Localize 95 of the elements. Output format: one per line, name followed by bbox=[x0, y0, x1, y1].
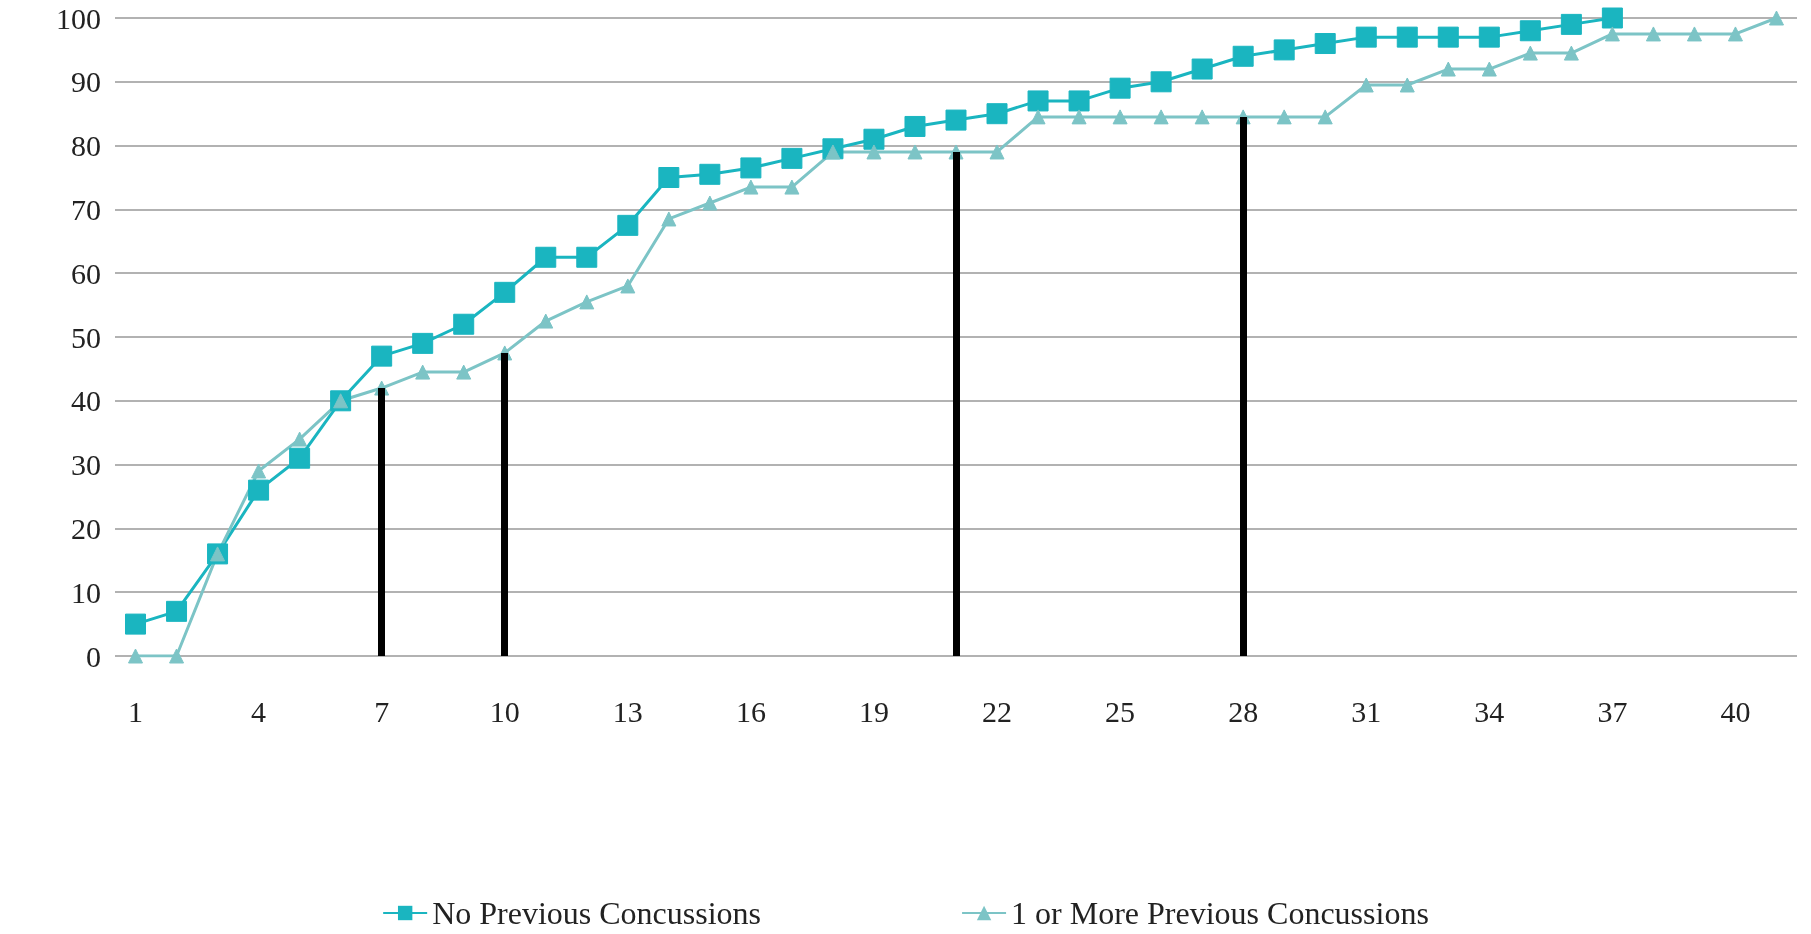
point bbox=[863, 128, 885, 150]
point bbox=[248, 479, 270, 501]
point bbox=[1686, 26, 1702, 42]
point bbox=[1563, 45, 1579, 61]
y-tick-label: 20 bbox=[71, 511, 101, 545]
y-tick-label: 40 bbox=[71, 384, 101, 418]
point bbox=[125, 613, 147, 635]
x-tick-label: 1 bbox=[128, 694, 144, 728]
y-tick-label: 60 bbox=[71, 256, 101, 290]
point bbox=[989, 144, 1005, 160]
x-tick-label: 37 bbox=[1597, 694, 1628, 728]
point bbox=[1276, 109, 1292, 125]
point bbox=[538, 313, 554, 329]
point bbox=[1727, 26, 1743, 42]
x-tick-label: 10 bbox=[489, 694, 520, 728]
point bbox=[1519, 20, 1541, 42]
point bbox=[1153, 109, 1169, 125]
point bbox=[699, 163, 721, 185]
point bbox=[169, 648, 185, 664]
point bbox=[658, 167, 680, 188]
legend-label: 1 or More Previous Concussions bbox=[1011, 895, 1429, 931]
point bbox=[1437, 26, 1459, 48]
point bbox=[1560, 13, 1582, 35]
point bbox=[1355, 26, 1377, 48]
point bbox=[784, 179, 800, 195]
point bbox=[456, 364, 472, 380]
point bbox=[617, 214, 639, 236]
point bbox=[579, 294, 595, 310]
y-tick-label: 70 bbox=[71, 192, 101, 226]
y-tick-label: 100 bbox=[56, 1, 101, 35]
point bbox=[620, 278, 636, 294]
point bbox=[1194, 109, 1210, 125]
x-tick-label: 4 bbox=[251, 694, 267, 728]
point bbox=[702, 195, 718, 211]
point bbox=[166, 600, 188, 622]
x-tick-label: 7 bbox=[374, 694, 390, 728]
point bbox=[1232, 45, 1254, 67]
point bbox=[986, 103, 1008, 125]
point bbox=[1601, 7, 1623, 29]
point bbox=[781, 147, 803, 169]
point bbox=[1440, 61, 1456, 77]
x-tick-label: 19 bbox=[858, 694, 889, 728]
point bbox=[1358, 77, 1374, 93]
point bbox=[1396, 26, 1418, 48]
y-tick-label: 0 bbox=[86, 639, 101, 673]
point bbox=[907, 144, 923, 160]
point bbox=[289, 447, 311, 469]
x-tick-label: 22 bbox=[982, 694, 1013, 728]
point bbox=[494, 281, 516, 303]
point bbox=[1273, 39, 1295, 61]
point bbox=[1481, 61, 1497, 77]
x-tick-label: 28 bbox=[1228, 694, 1259, 728]
point bbox=[1645, 26, 1661, 42]
x-tick-label: 40 bbox=[1720, 694, 1751, 728]
point bbox=[1112, 109, 1128, 125]
point bbox=[453, 313, 475, 335]
point bbox=[1768, 10, 1784, 26]
point bbox=[576, 246, 598, 268]
y-tick-label: 30 bbox=[71, 448, 101, 482]
point bbox=[1071, 109, 1087, 125]
point bbox=[1399, 77, 1415, 93]
y-tick-label: 10 bbox=[71, 575, 101, 609]
point bbox=[1150, 71, 1172, 93]
point bbox=[1317, 109, 1333, 125]
point bbox=[1068, 90, 1090, 112]
point bbox=[1191, 58, 1213, 80]
point bbox=[292, 431, 308, 447]
point bbox=[1027, 90, 1049, 112]
y-tick-label: 50 bbox=[71, 320, 101, 354]
point bbox=[415, 364, 431, 380]
point bbox=[1109, 77, 1131, 99]
point bbox=[904, 115, 926, 137]
point bbox=[535, 246, 557, 268]
x-tick-label: 34 bbox=[1474, 694, 1505, 728]
point bbox=[945, 109, 967, 131]
x-tick-label: 31 bbox=[1351, 694, 1382, 728]
point bbox=[1314, 33, 1336, 55]
point bbox=[1522, 45, 1538, 61]
point bbox=[251, 463, 267, 479]
y-tick-label: 80 bbox=[71, 129, 101, 163]
point bbox=[866, 144, 882, 160]
point bbox=[661, 211, 677, 227]
x-tick-label: 16 bbox=[735, 694, 766, 728]
x-tick-label: 13 bbox=[612, 694, 643, 728]
point bbox=[1030, 109, 1046, 125]
point bbox=[743, 179, 759, 195]
y-tick-label: 90 bbox=[71, 65, 101, 99]
x-tick-label: 25 bbox=[1105, 694, 1136, 728]
point bbox=[412, 332, 434, 354]
point bbox=[740, 157, 762, 179]
point bbox=[371, 345, 393, 367]
point bbox=[128, 648, 144, 664]
point bbox=[1478, 26, 1500, 48]
point bbox=[1604, 26, 1620, 42]
legend-label: No Previous Concussions bbox=[432, 895, 762, 931]
